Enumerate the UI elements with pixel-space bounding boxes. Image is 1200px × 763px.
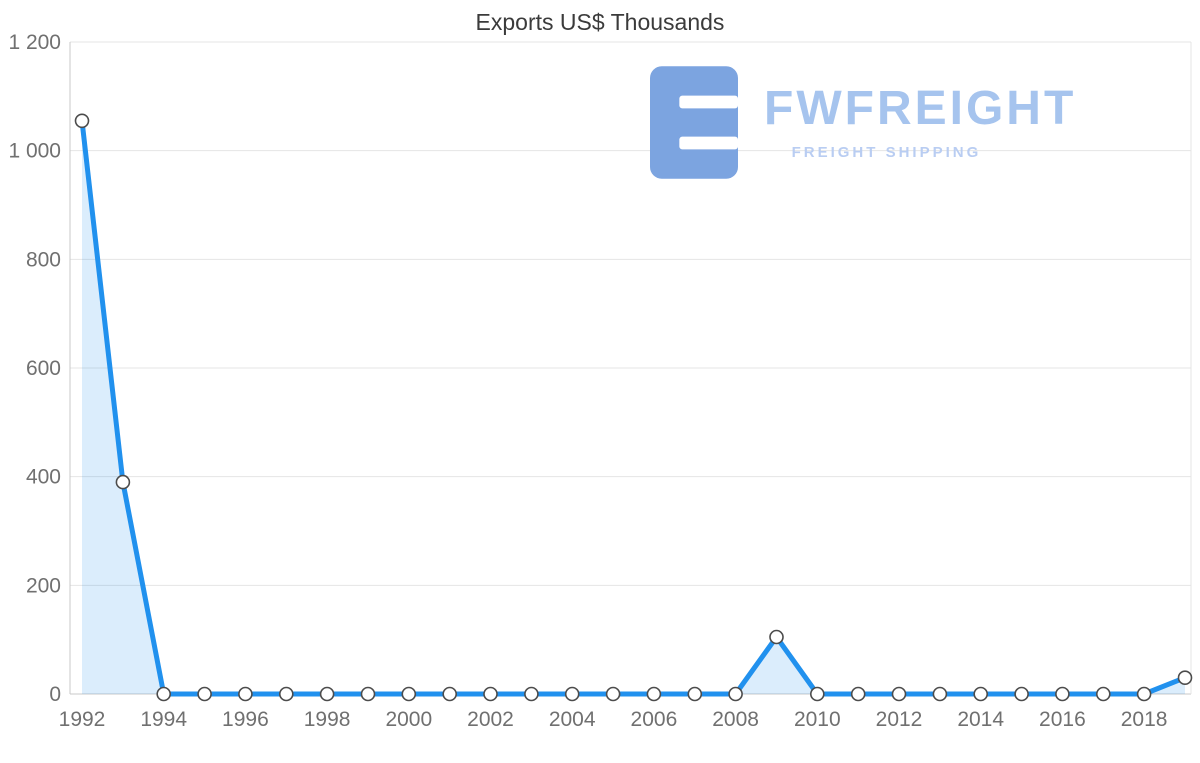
x-tick-label: 2008: [712, 708, 759, 731]
x-tick-label: 1996: [222, 708, 269, 731]
x-tick-label: 2010: [794, 708, 841, 731]
data-point-marker: [605, 686, 621, 702]
data-point-marker: [401, 686, 417, 702]
data-point-marker: [483, 686, 498, 702]
data-point-marker: [238, 686, 253, 702]
y-tick-label: 1 000: [8, 140, 61, 163]
x-tick-label: 2016: [1039, 708, 1086, 731]
series-line: [79, 118, 1188, 697]
x-tick-label: 1994: [140, 708, 187, 731]
data-point-marker: [891, 686, 907, 702]
data-point-marker: [1136, 686, 1152, 702]
data-point-marker: [442, 686, 458, 702]
y-tick-label: 1 200: [8, 31, 61, 54]
x-tick-label: 2004: [549, 708, 596, 731]
data-point-marker: [932, 686, 948, 702]
data-point-marker: [197, 686, 212, 702]
data-point-marker: [769, 629, 784, 645]
y-tick-label: 800: [26, 248, 61, 271]
data-point-marker: [850, 686, 866, 702]
data-point-marker: [687, 686, 703, 702]
data-point-marker: [360, 686, 376, 702]
data-point-marker: [809, 686, 825, 702]
y-tick-label: 400: [26, 466, 61, 489]
data-point-marker: [156, 686, 171, 702]
y-tick-label: 0: [49, 683, 61, 706]
data-point-marker: [1177, 670, 1193, 686]
x-tick-label: 2002: [467, 708, 514, 731]
y-tick-label: 200: [26, 574, 61, 597]
data-point-marker: [646, 686, 662, 702]
data-point-marker: [115, 474, 131, 490]
data-point-marker: [564, 686, 580, 702]
x-tick-label: 1992: [59, 708, 106, 731]
x-tick-label: 2000: [385, 708, 432, 731]
data-point-marker: [74, 113, 90, 129]
y-tick-label: 600: [26, 357, 61, 380]
chart-title: Exports US$ Thousands: [475, 9, 725, 35]
data-point-marker: [524, 686, 539, 702]
data-point-marker: [319, 686, 335, 702]
data-point-marker: [1096, 686, 1111, 702]
x-tick-label: 2006: [631, 708, 678, 731]
data-point-marker: [1055, 686, 1070, 702]
x-tick-label: 2018: [1121, 708, 1168, 731]
data-point-marker: [973, 686, 989, 702]
data-point-marker: [1014, 686, 1029, 702]
x-tick-label: 2012: [876, 708, 923, 731]
data-point-marker: [728, 686, 743, 702]
x-tick-label: 2014: [957, 708, 1004, 731]
data-point-marker: [278, 686, 294, 702]
x-tick-label: 1998: [304, 708, 351, 731]
series-area: [82, 120, 1185, 695]
